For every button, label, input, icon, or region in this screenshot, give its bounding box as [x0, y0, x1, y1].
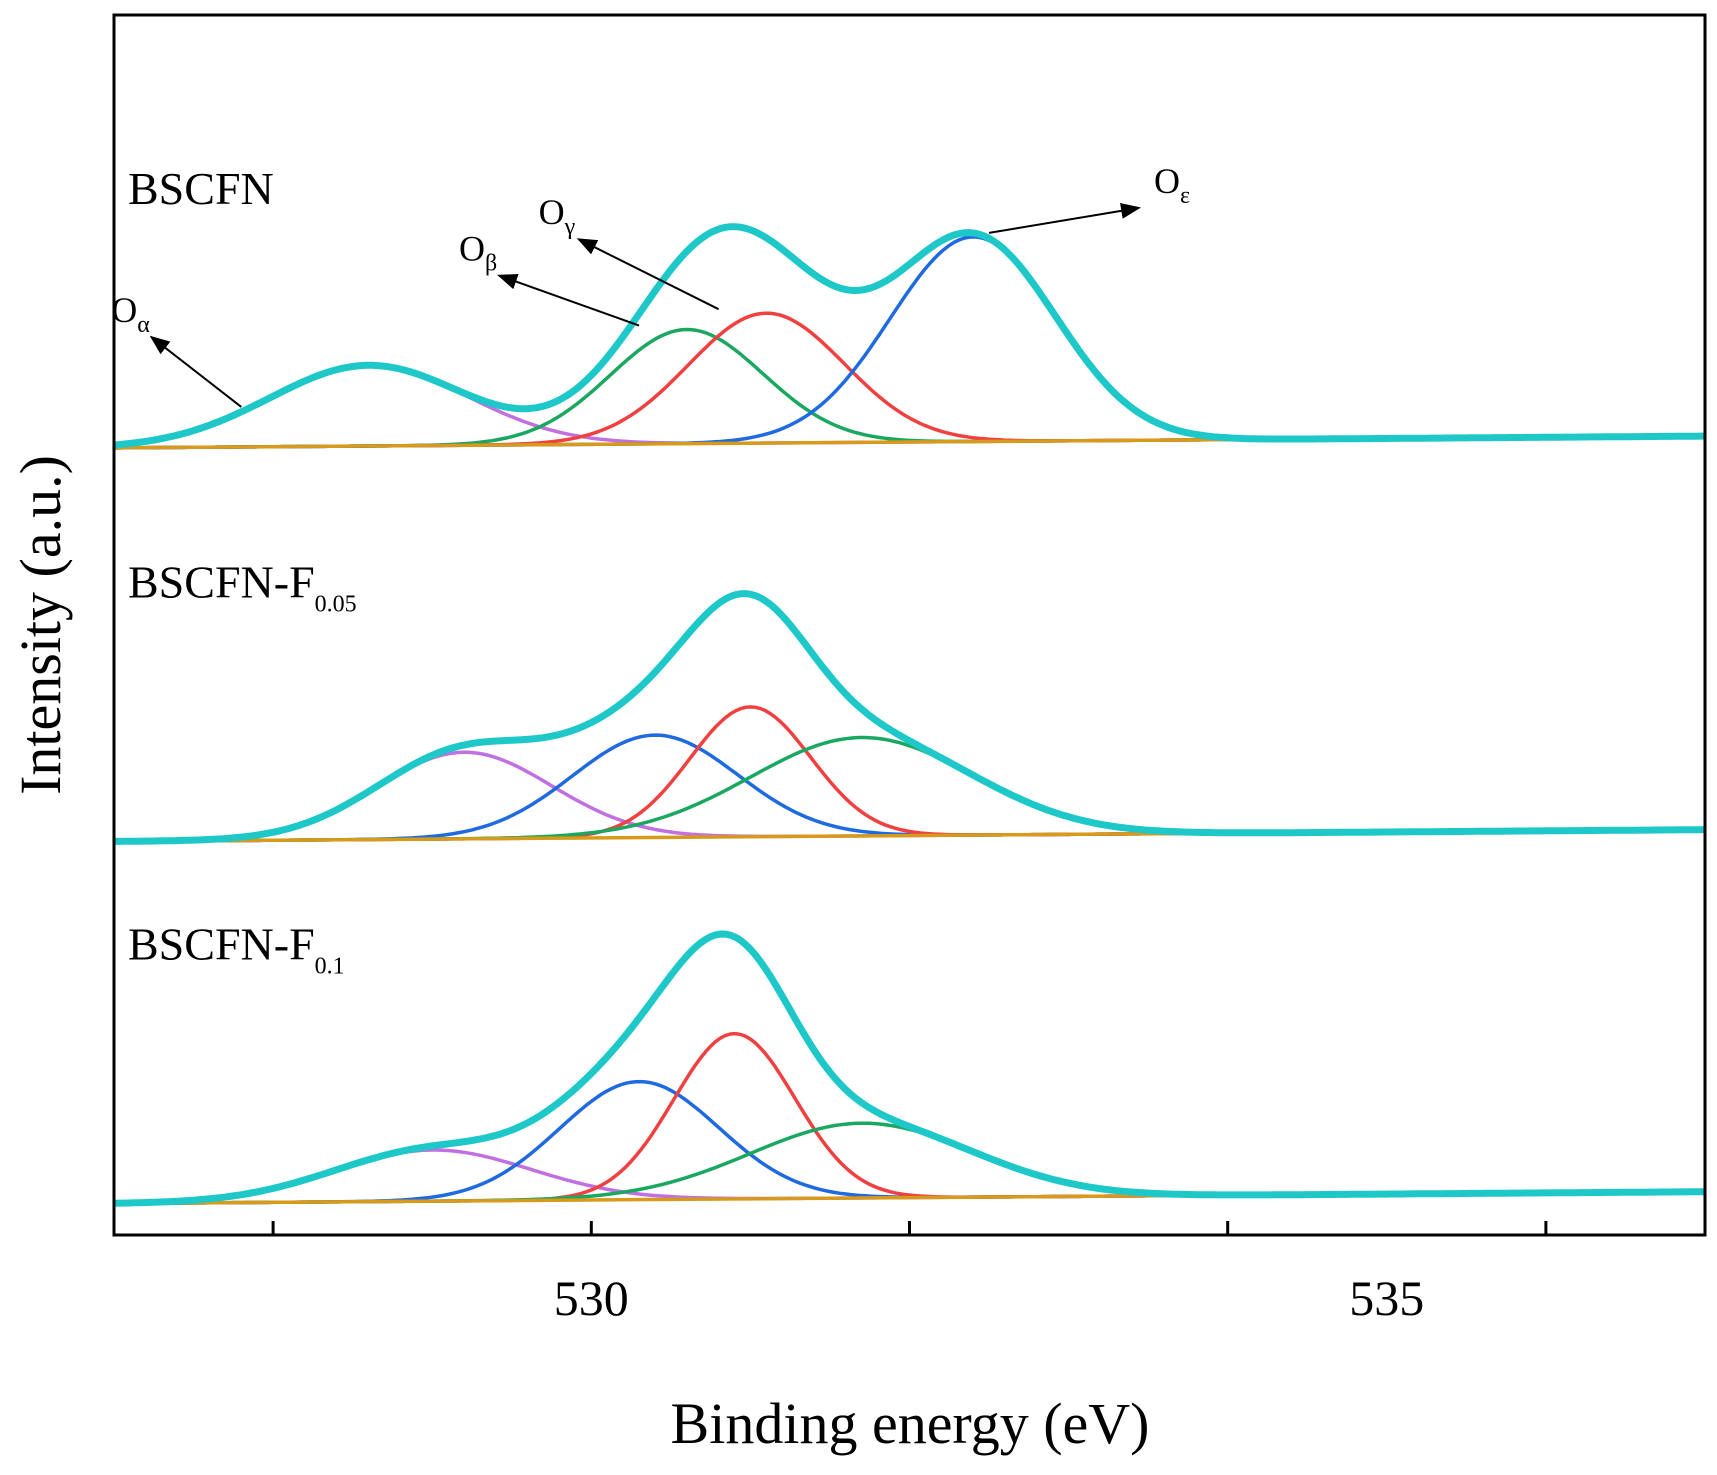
- arrow-o-gamma: [576, 238, 720, 311]
- panel-BSCFN: BSCFN: [113, 163, 1706, 450]
- label-sub: β: [485, 251, 497, 277]
- label-main: O: [111, 290, 137, 330]
- panel-label-0: BSCFN: [128, 163, 274, 214]
- panel-BSCFN-F0.1: BSCFN-F0.1: [113, 919, 1706, 1207]
- peak-o-gamma-2: [114, 1031, 1705, 1206]
- label-o-beta: Oβ: [459, 229, 497, 277]
- panel-BSCFN-F0.05: BSCFN-F0.05: [113, 556, 1706, 845]
- envelope-curve-0: [113, 223, 1705, 449]
- peak-o-epsilon-2: [114, 1079, 1705, 1206]
- label-sub: ε: [1180, 183, 1190, 209]
- plot-frame: [112, 13, 1707, 1237]
- peak-o-beta-1: [113, 735, 1706, 844]
- x-axis-label: Binding energy (eV): [671, 1391, 1150, 1456]
- panel-label-sub: 0.1: [315, 954, 345, 980]
- arrow-o-alpha: [149, 335, 242, 408]
- label-sub: α: [137, 312, 150, 338]
- panel-label-main: BSCFN: [128, 163, 274, 214]
- panel-label-main: BSCFN-F: [128, 556, 315, 607]
- axes-layer: 530 535: [112, 13, 1707, 1326]
- panel-label-main: BSCFN-F: [128, 919, 315, 970]
- panel-label-1: BSCFN-F0.05: [128, 556, 357, 617]
- panel-label-sub: 0.05: [315, 591, 357, 617]
- label-main: O: [1154, 161, 1180, 201]
- label-main: O: [459, 229, 485, 269]
- peak-o-epsilon-1: [113, 733, 1706, 844]
- x-ticks: [271, 1221, 1548, 1235]
- y-axis-label: Intensity (a.u.): [8, 455, 73, 795]
- label-sub: γ: [564, 214, 576, 240]
- arrow-o-beta: [497, 274, 640, 327]
- arrow-o-epsilon: [988, 202, 1142, 234]
- label-o-epsilon: Oε: [1154, 161, 1190, 209]
- peak-o-alpha-0: [113, 363, 1705, 447]
- peak-o-gamma-0: [114, 311, 1705, 450]
- label-o-gamma: Oγ: [539, 192, 576, 240]
- x-tick-label-535: 535: [1349, 1270, 1424, 1326]
- envelope-curve-2: [113, 930, 1705, 1207]
- envelope-curve-1: [114, 590, 1706, 845]
- panel-label-2: BSCFN-F0.1: [128, 919, 345, 980]
- x-tick-labels: 530 535: [554, 1270, 1425, 1326]
- peak-o-gamma-1: [113, 705, 1706, 844]
- label-o-alpha: Oα: [111, 290, 150, 338]
- peak-o-beta-0: [114, 327, 1705, 450]
- label-main: O: [539, 192, 565, 232]
- x-tick-label-530: 530: [554, 1270, 629, 1326]
